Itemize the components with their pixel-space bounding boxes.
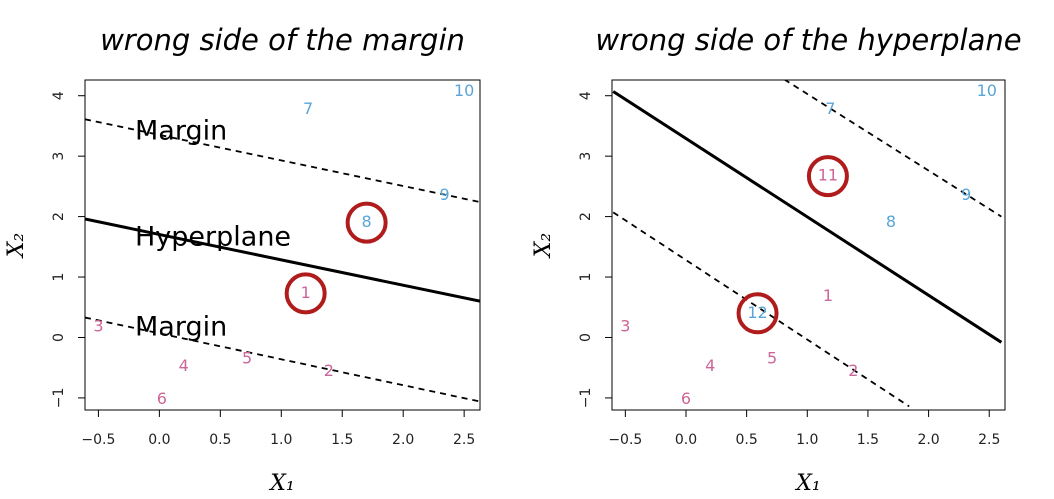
chart-title: wrong side of the margin [100,23,465,57]
annotation: Margin [135,312,227,343]
y-tick-label: 3 [578,152,594,161]
point-label: 2 [324,361,334,380]
point-label: 10 [977,81,997,100]
point-label: 4 [179,356,189,375]
x-tick-label: 0.0 [148,432,170,448]
annotation: Hyperplane [135,222,291,253]
margin-line [85,316,480,403]
point-label: 6 [157,389,167,408]
point-label: 3 [620,317,630,336]
chart-title: wrong side of the hyperplane [595,23,1021,57]
y-tick-label: 0 [578,333,594,342]
margin-line [85,118,480,203]
y-tick-label: 2 [578,212,594,221]
x-tick-label: 1.0 [270,432,292,448]
x-tick-label: 2.0 [917,432,939,448]
x-tick-label: 1.5 [331,432,353,448]
point-label: 3 [93,317,103,336]
point-label: 5 [242,349,252,368]
plot-box [84,79,481,411]
y-tick-label: −1 [578,388,594,409]
y-tick-label: 4 [51,91,67,100]
margin-line [783,80,1002,218]
y-tick-label: 2 [51,212,67,221]
point-label: 8 [362,212,372,231]
plot-area [612,80,1003,408]
x-tick-label: 1.0 [796,432,818,448]
x-tick-label: 0.0 [675,432,697,448]
hyperplane [612,90,1003,344]
x-axis-label: X₁ [268,471,294,496]
y-tick-label: 4 [578,91,594,100]
y-tick-label: −1 [51,388,67,409]
y-axis-label: X₂ [531,233,556,259]
y-tick-label: 1 [578,273,594,282]
x-tick-label: 2.5 [978,432,1000,448]
point-label: 5 [767,349,777,368]
annotation: Margin [135,116,227,147]
x-tick-label: −0.5 [81,432,115,448]
point-label: 8 [886,212,896,231]
plot-area [85,118,480,403]
highlight-circle [736,292,779,335]
point-label: 7 [303,99,313,118]
plot-box [611,79,1006,411]
x-tick-label: −0.5 [608,432,642,448]
y-tick-label: 3 [51,152,67,161]
x-tick-label: 2.5 [453,432,475,448]
x-tick-label: 1.5 [857,432,879,448]
point-label: 11 [818,166,838,185]
point-label: 4 [705,356,715,375]
x-tick-label: 0.5 [736,432,758,448]
highlight-circle [345,201,388,244]
x-tick-label: 2.0 [392,432,414,448]
point-label: 9 [440,185,450,204]
point-label: 10 [454,81,474,100]
point-label: 9 [961,185,971,204]
point-label: 12 [747,303,767,322]
hyperplane [85,217,480,303]
margin-line [612,211,910,408]
y-axis-label: X₂ [4,233,29,259]
point-label: 6 [681,389,691,408]
y-tick-label: 1 [51,273,67,282]
x-axis-label: X₁ [794,471,820,496]
x-tick-label: 0.5 [209,432,231,448]
point-label: 1 [823,286,833,305]
highlight-circle [284,272,327,315]
y-tick-label: 0 [51,333,67,342]
point-label: 1 [301,283,311,302]
point-label: 7 [825,99,835,118]
point-label: 2 [848,361,858,380]
highlight-circle [806,155,849,198]
